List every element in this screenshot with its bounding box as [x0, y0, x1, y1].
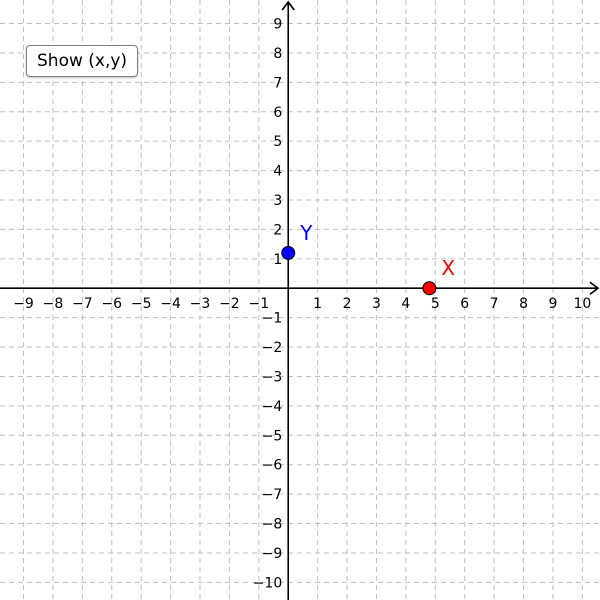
x-tick-label: −2: [219, 296, 240, 312]
y-tick-label: −9: [262, 546, 283, 562]
x-tick-label: −8: [43, 296, 64, 312]
y-tick-label: −7: [262, 487, 283, 503]
y-tick-label: −4: [262, 399, 283, 415]
point-label-y: Y: [299, 221, 313, 245]
tick-labels: 0 −9−8−7−6−5−4−3−2−112345678910−10−9−8−7…: [13, 17, 591, 592]
y-tick-label: −5: [262, 428, 283, 444]
y-tick-label: −10: [253, 575, 283, 591]
y-tick-label: 3: [273, 193, 282, 209]
y-tick-label: 2: [273, 222, 282, 238]
x-tick-label: −3: [190, 296, 211, 312]
x-tick-label: 1: [313, 296, 322, 312]
y-tick-label: −6: [262, 458, 283, 474]
x-tick-label: 7: [490, 296, 499, 312]
x-tick-label: −1: [249, 296, 270, 312]
y-tick-label: −8: [262, 517, 283, 533]
point-y[interactable]: [281, 245, 296, 260]
y-tick-label: −3: [262, 369, 283, 385]
x-tick-label: 3: [372, 296, 381, 312]
x-tick-label: 6: [460, 296, 469, 312]
y-tick-label: 5: [273, 134, 282, 150]
y-tick-label: −2: [262, 340, 283, 356]
y-tick-label: 9: [273, 17, 282, 33]
x-tick-label: −4: [160, 296, 181, 312]
point-x[interactable]: [422, 281, 437, 296]
y-tick-label: 4: [273, 164, 282, 180]
x-tick-label: −6: [101, 296, 122, 312]
x-tick-label: −9: [13, 296, 34, 312]
x-tick-label: 4: [401, 296, 410, 312]
show-xy-button[interactable]: Show (x,y): [26, 45, 139, 77]
point-label-x: X: [441, 256, 455, 280]
x-axis-arrow-icon: [589, 281, 600, 295]
x-tick-label: 9: [548, 296, 557, 312]
x-tick-label: 5: [431, 296, 440, 312]
x-tick-label: −7: [72, 296, 93, 312]
y-tick-label: 8: [273, 46, 282, 62]
y-tick-label: 6: [273, 105, 282, 121]
y-tick-label: 7: [273, 75, 282, 91]
y-tick-label: 1: [273, 252, 282, 268]
x-tick-label: 8: [519, 296, 528, 312]
x-tick-label: −5: [131, 296, 152, 312]
points[interactable]: XY: [281, 221, 456, 296]
x-tick-label: 10: [573, 296, 591, 312]
y-tick-label: −1: [262, 311, 283, 327]
x-tick-label: 2: [343, 296, 352, 312]
y-axis-arrow-icon: [281, 0, 295, 11]
